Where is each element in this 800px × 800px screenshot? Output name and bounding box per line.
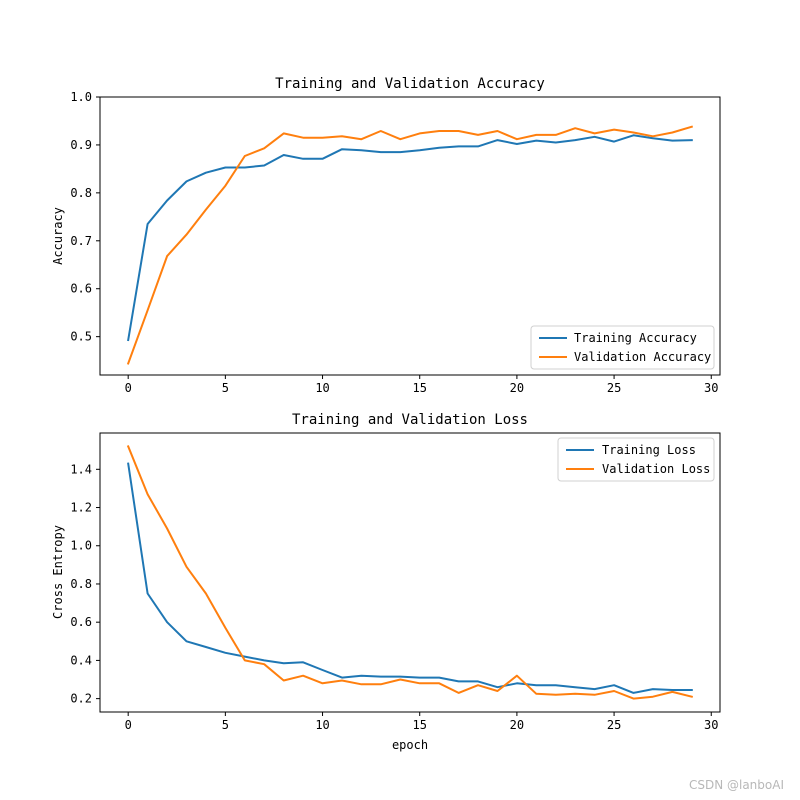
y-axis: 0.2 0.4 0.6 0.8 1.0 1.2 1.4 xyxy=(70,462,100,706)
y-tick-label: 0.9 xyxy=(70,138,92,152)
x-tick-label: 10 xyxy=(315,718,329,732)
y-tick-label: 0.8 xyxy=(70,186,92,200)
legend-label-training-loss: Training Loss xyxy=(602,443,696,457)
legend-label-training-accuracy: Training Accuracy xyxy=(574,331,697,345)
y-tick-label: 1.4 xyxy=(70,462,92,476)
legend-box xyxy=(530,325,715,370)
plot-frame xyxy=(99,96,721,376)
series-line-validation-loss xyxy=(126,445,694,700)
watermark: CSDN @lanboAI xyxy=(689,778,784,792)
y-tick-label: 1.0 xyxy=(70,539,92,553)
y-tick-label: 0.4 xyxy=(70,653,92,667)
x-tick-label: 20 xyxy=(510,718,524,732)
legend-label-validation-loss: Validation Loss xyxy=(602,462,710,476)
series-line-validation-accuracy xyxy=(126,125,694,365)
y-tick-label: 0.6 xyxy=(70,615,92,629)
plot-frame xyxy=(99,432,721,713)
x-tick-label: 15 xyxy=(412,718,426,732)
x-tick-label: 0 xyxy=(125,718,132,732)
x-tick-label: 5 xyxy=(222,718,229,732)
x-tick-label: 30 xyxy=(704,381,718,395)
y-axis-label: Cross Entropy xyxy=(51,525,65,619)
series-line-training-accuracy xyxy=(127,134,693,342)
x-tick-label: 25 xyxy=(607,381,621,395)
x-tick-label: 30 xyxy=(704,718,718,732)
y-axis-label: Accuracy xyxy=(51,207,65,265)
chart-title: Training and Validation Loss xyxy=(292,412,528,428)
y-tick-label: 0.2 xyxy=(70,692,92,706)
y-tick-label: 1.0 xyxy=(70,90,92,104)
legend: Training Accuracy Validation Accuracy xyxy=(530,325,715,370)
y-tick-label: 0.5 xyxy=(70,330,92,344)
y-tick-label: 0.7 xyxy=(70,234,92,248)
x-axis: 0 5 10 15 20 25 30 xyxy=(125,712,718,732)
y-tick-label: 0.8 xyxy=(70,577,92,591)
x-tick-label: 5 xyxy=(222,381,229,395)
y-tick-label: 1.2 xyxy=(70,501,92,515)
accuracy-chart: Training and Validation Accuracy 0 5 10 15 2… xyxy=(51,76,721,395)
x-tick-label: 0 xyxy=(125,381,132,395)
legend-label-validation-accuracy: Validation Accuracy xyxy=(574,350,711,364)
loss-chart: Training and Validation Loss 0 5 10 15 20 25 3… xyxy=(51,412,721,752)
legend: Training Loss Validation Loss xyxy=(557,437,715,482)
legend-box xyxy=(557,437,715,482)
x-tick-label: 10 xyxy=(315,381,329,395)
y-tick-label: 0.6 xyxy=(70,282,92,296)
chart-title: Training and Validation Accuracy xyxy=(275,76,545,92)
series-line-training-loss xyxy=(127,462,693,694)
x-tick-label: 20 xyxy=(510,381,524,395)
x-axis-label: epoch xyxy=(392,738,428,752)
series-group xyxy=(126,445,694,700)
series-group xyxy=(126,125,694,365)
x-tick-label: 15 xyxy=(412,381,426,395)
x-axis: 0 5 10 15 20 25 30 xyxy=(125,375,718,395)
y-axis: 0.5 0.6 0.7 0.8 0.9 1.0 xyxy=(70,90,100,344)
x-tick-label: 25 xyxy=(607,718,621,732)
